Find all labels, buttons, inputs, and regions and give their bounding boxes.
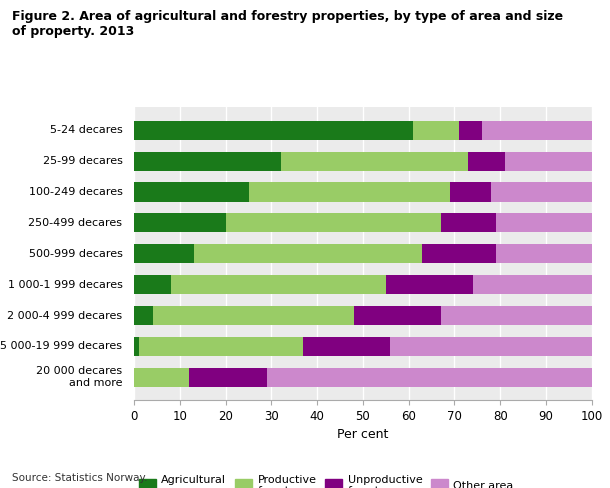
Bar xyxy=(134,306,152,325)
Bar xyxy=(134,152,281,171)
Bar xyxy=(152,306,354,325)
Bar xyxy=(281,152,468,171)
Bar xyxy=(482,121,592,140)
Bar xyxy=(193,244,422,264)
Bar xyxy=(303,337,390,356)
Bar xyxy=(390,337,592,356)
Bar xyxy=(459,121,482,140)
Legend: Agricultural
area, Productive
forest, Unproductive
forest, Other area: Agricultural area, Productive forest, Un… xyxy=(135,470,518,488)
Bar xyxy=(134,244,193,264)
Bar xyxy=(249,183,450,202)
Bar xyxy=(422,244,495,264)
Bar xyxy=(134,275,171,294)
Text: Source: Statistics Norway.: Source: Statistics Norway. xyxy=(12,473,148,483)
Bar xyxy=(440,213,495,232)
Bar xyxy=(354,306,440,325)
Bar xyxy=(495,213,592,232)
Bar xyxy=(134,337,138,356)
Text: Figure 2. Area of agricultural and forestry properties, by type of area and size: Figure 2. Area of agricultural and fores… xyxy=(12,10,563,38)
X-axis label: Per cent: Per cent xyxy=(337,428,389,442)
Bar xyxy=(134,121,413,140)
Bar xyxy=(440,306,592,325)
Bar xyxy=(189,367,267,387)
Bar xyxy=(134,183,249,202)
Bar xyxy=(134,213,226,232)
Bar xyxy=(386,275,473,294)
Bar xyxy=(138,337,303,356)
Bar xyxy=(495,244,592,264)
Bar xyxy=(473,275,592,294)
Bar xyxy=(450,183,491,202)
Bar xyxy=(267,367,592,387)
Bar xyxy=(468,152,505,171)
Bar xyxy=(491,183,592,202)
Bar xyxy=(504,152,592,171)
Bar xyxy=(134,367,189,387)
Bar xyxy=(226,213,440,232)
Bar xyxy=(413,121,459,140)
Bar xyxy=(171,275,386,294)
